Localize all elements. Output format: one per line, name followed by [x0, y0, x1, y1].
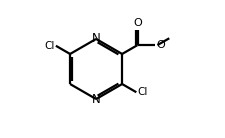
Text: Cl: Cl [45, 41, 55, 51]
Text: O: O [133, 18, 142, 28]
Text: O: O [156, 40, 165, 50]
Text: N: N [92, 93, 101, 106]
Text: Cl: Cl [137, 87, 148, 97]
Text: N: N [92, 32, 101, 45]
